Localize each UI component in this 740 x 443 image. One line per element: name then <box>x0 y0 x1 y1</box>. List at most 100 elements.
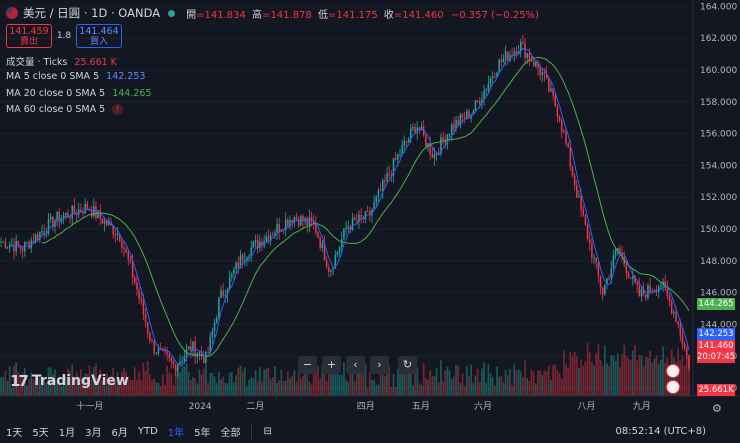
candle <box>228 277 231 290</box>
tf-5y[interactable]: 5年 <box>194 428 211 439</box>
scroll-right-button[interactable]: › <box>370 356 389 374</box>
volume-bar <box>179 372 181 396</box>
volume-bar <box>515 370 518 396</box>
ma5-legend[interactable]: MA 5 close 0 SMA 5 142.253 <box>6 71 146 82</box>
tf-6m[interactable]: 6月 <box>111 428 128 439</box>
candle <box>379 190 382 192</box>
volume-bar <box>532 371 535 396</box>
candle <box>269 234 272 241</box>
volume-bar <box>317 366 319 396</box>
candle <box>586 224 589 240</box>
ma20-legend[interactable]: MA 20 close 0 SMA 5 144.265 <box>6 88 152 99</box>
clock[interactable]: 08:52:14 (UTC+8) <box>615 426 706 437</box>
volume-bar <box>192 377 194 396</box>
volume-bar <box>545 371 548 396</box>
event-marker-icon[interactable] <box>666 364 680 378</box>
volume-bar <box>554 364 557 396</box>
date-range-icon[interactable]: ⊟ <box>263 426 272 437</box>
volume-bar <box>616 353 619 396</box>
candle <box>567 143 569 148</box>
candle <box>552 88 554 96</box>
volume-bar <box>148 374 151 396</box>
volume-bar <box>364 363 367 396</box>
volume-bar <box>614 360 617 396</box>
volume-bar <box>491 376 494 396</box>
candle <box>243 259 246 261</box>
volume-bar <box>62 379 65 396</box>
volume-bar <box>463 385 466 396</box>
x-tick-label: 2024 <box>189 402 212 412</box>
candle <box>118 233 121 241</box>
tf-1d[interactable]: 1天 <box>6 428 23 439</box>
candle <box>213 322 216 332</box>
candle <box>315 223 317 233</box>
candle <box>319 237 321 249</box>
event-marker-icon[interactable] <box>666 380 680 394</box>
candle <box>522 41 524 44</box>
volume-bar <box>224 382 227 396</box>
volume-bar <box>405 371 408 396</box>
volume-bar <box>185 363 188 396</box>
volume-bar <box>67 368 69 396</box>
tf-1y[interactable]: 1年 <box>167 428 185 439</box>
symbol-title[interactable]: 美元 / 日圓 · 1D · OANDA <box>23 6 161 20</box>
price-chart[interactable]: 164.000 162.000 160.000 158.000 156.000 154.0… <box>0 0 740 420</box>
volume-bar <box>228 372 231 396</box>
volume-bar <box>418 383 421 396</box>
tf-1m[interactable]: 1月 <box>58 428 76 439</box>
volume-bar <box>118 377 121 396</box>
volume-bar <box>517 369 520 396</box>
volume-bar <box>319 378 322 396</box>
volume-bar <box>254 370 257 396</box>
tradingview-logo[interactable]: 17 TradingView <box>10 372 129 390</box>
candle <box>310 217 313 222</box>
candle <box>629 277 632 279</box>
volume-bar <box>58 381 61 396</box>
volume-bar <box>6 380 9 396</box>
zoom-in-button[interactable]: + <box>322 356 341 374</box>
sell-button[interactable]: 141.459 賣出 <box>6 24 52 48</box>
settings-gear-icon[interactable]: ⚙ <box>712 402 722 415</box>
volume-bar <box>310 384 313 396</box>
tf-5d[interactable]: 5天 <box>32 428 49 439</box>
tf-all[interactable]: 全部 <box>220 428 241 439</box>
volume-bar <box>47 367 50 396</box>
candle <box>476 100 479 102</box>
buy-button[interactable]: 141.464 買入 <box>76 24 122 48</box>
candle <box>638 285 641 297</box>
scroll-left-button[interactable]: ‹ <box>346 356 365 374</box>
volume-bar <box>278 380 281 396</box>
candle <box>474 100 477 112</box>
tf-3m[interactable]: 3月 <box>85 428 102 439</box>
warning-icon[interactable]: ! <box>112 104 124 115</box>
volume-bar <box>381 374 384 396</box>
volume-bar <box>312 371 315 396</box>
candle <box>599 275 602 288</box>
volume-bar <box>662 346 664 396</box>
zoom-out-button[interactable]: − <box>298 356 317 374</box>
volume-legend[interactable]: 成交量 · Ticks 25.661 K <box>6 57 117 68</box>
candle <box>569 147 572 168</box>
volume-bar <box>433 376 436 396</box>
candle <box>563 131 565 133</box>
volume-bar <box>205 364 207 396</box>
candle <box>198 352 201 354</box>
volume-bar <box>681 355 684 396</box>
ma60-legend[interactable]: MA 60 close 0 SMA 5 ! <box>6 104 124 115</box>
volume-bar <box>222 376 225 396</box>
reset-chart-button[interactable]: ↻ <box>398 356 417 374</box>
candle <box>62 215 65 219</box>
candle <box>289 219 291 227</box>
volume-bar <box>92 366 95 396</box>
volume-bar <box>217 372 220 396</box>
candle <box>580 195 582 210</box>
tf-ytd[interactable]: YTD <box>137 426 158 437</box>
candle <box>679 324 682 336</box>
candle <box>278 223 280 232</box>
volume-bar <box>368 371 371 396</box>
candle <box>276 223 278 233</box>
volume-bar <box>362 365 365 396</box>
volume-bar <box>608 365 611 396</box>
candle <box>97 210 99 218</box>
ma20-line <box>41 56 690 357</box>
